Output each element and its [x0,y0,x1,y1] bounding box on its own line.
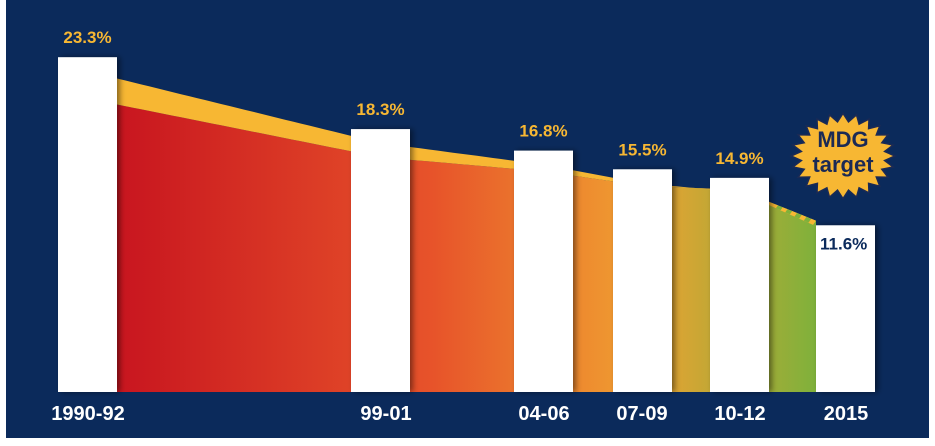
value-label-2015: 11.6% [820,234,867,253]
value-label-04-06: 16.8% [519,122,567,141]
target-hatch-band [775,204,816,227]
bar-99-01 [351,129,410,392]
category-label-99-01: 99-01 [360,403,411,425]
bar-1990-92 [58,57,117,392]
category-label-10-12: 10-12 [714,403,765,425]
bar-2015 [816,225,875,392]
value-label-07-09: 15.5% [618,140,666,159]
bar-07-09 [613,169,672,392]
badge-starburst [789,112,897,200]
category-label-2015: 2015 [824,403,869,425]
bar-10-12 [710,177,769,392]
value-label-10-12: 14.9% [715,149,763,168]
value-label-99-01: 18.3% [356,100,404,119]
bar-04-06 [514,150,573,392]
mdg-target-badge: MDG target [789,112,897,200]
badge-line-2: target [812,152,874,177]
category-label-1990-92: 1990-92 [51,403,124,425]
badge-line-1: MDG [817,127,868,152]
category-label-07-09: 07-09 [616,403,667,425]
category-label-04-06: 04-06 [518,403,569,425]
value-label-1990-92: 23.3% [63,28,111,47]
